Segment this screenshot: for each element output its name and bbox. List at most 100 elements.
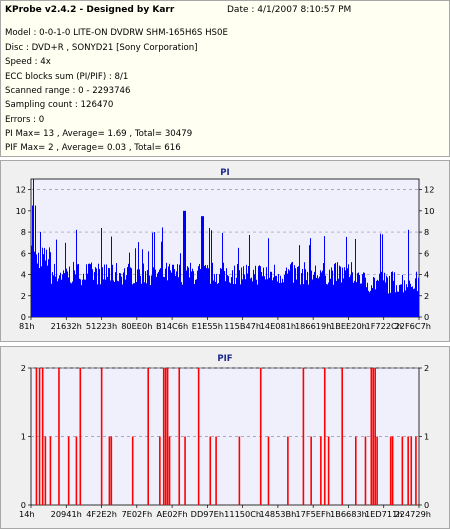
pi-bar — [271, 271, 272, 317]
pi-bar — [172, 264, 173, 317]
pif-chart: PIF 0 0 1 1 2 2 14h 20941h 4F2E2h 7E02Fh AE02Fh DD97… — [19, 354, 431, 519]
pi-bar — [235, 284, 236, 317]
pi-bar — [149, 275, 150, 317]
pi-bar — [35, 205, 36, 317]
pi-bar — [380, 233, 381, 317]
pi-bar — [302, 268, 303, 317]
pi-bar — [182, 284, 183, 317]
pi-bar — [82, 279, 83, 317]
pi-bar — [224, 271, 225, 317]
x-tick-label: 1BEE20h — [330, 321, 367, 331]
pi-bar — [362, 274, 363, 317]
pi-bar — [41, 266, 42, 317]
pi-bar — [378, 280, 379, 317]
y-tick-label-left: 2 — [21, 363, 26, 373]
pi-bar — [107, 276, 108, 317]
pi-bar — [247, 273, 248, 317]
pi-bar — [243, 266, 244, 317]
y-tick-label-right: 2 — [424, 291, 429, 301]
pi-bar — [248, 266, 249, 317]
x-tick-label: 14853Bh — [259, 509, 296, 519]
pi-bar — [146, 283, 147, 317]
pi-bar — [143, 263, 144, 317]
pi-bar — [352, 272, 353, 317]
pif-bar — [49, 436, 52, 505]
pi-bar — [71, 283, 72, 317]
pi-bar — [66, 268, 67, 317]
pi-bar — [359, 275, 360, 317]
y-tick-label-right: 1 — [424, 432, 429, 442]
pi-bar — [177, 264, 178, 317]
pi-bar — [278, 274, 279, 317]
pi-bar — [333, 284, 334, 317]
x-tick-label: 1B6683h — [330, 509, 367, 519]
pi-bar — [122, 284, 123, 317]
pi-bar — [116, 263, 117, 317]
pi-bar — [360, 283, 361, 317]
y-tick-label-right: 0 — [424, 312, 429, 322]
pi-bar — [157, 273, 158, 317]
pi-bar — [350, 275, 351, 317]
pi-bar — [112, 264, 113, 317]
pi-bar — [364, 272, 365, 317]
pi-bar — [367, 282, 368, 317]
pi-bar — [274, 264, 275, 317]
pi-bar — [168, 266, 169, 317]
pi-bar — [288, 269, 289, 317]
pi-bar — [127, 267, 128, 317]
scan-date: Date : 4/1/2007 8:10:57 PM — [227, 5, 352, 15]
pi-bar — [306, 280, 307, 317]
pi-bar — [253, 269, 254, 317]
x-tick-label: B14C6h — [156, 321, 188, 331]
pif-bar — [376, 436, 378, 505]
pi-bar — [144, 282, 145, 317]
pi-bar — [309, 245, 310, 317]
pi-bar — [95, 267, 96, 317]
pi-bar — [379, 273, 380, 317]
x-tick-label: 17F5EFh — [295, 509, 330, 519]
pi-bar — [126, 275, 127, 317]
pi-bar — [300, 284, 301, 317]
pif-bar — [374, 368, 376, 505]
pi-bar — [249, 234, 250, 317]
pi-bar — [279, 283, 280, 317]
pi-bar — [117, 280, 118, 317]
pi-bar — [119, 272, 120, 317]
pi-bar — [203, 216, 204, 317]
pi-bar — [123, 272, 124, 317]
pi-bar — [215, 281, 216, 317]
x-tick-label: 80EE0h — [121, 321, 152, 331]
pi-bar — [44, 247, 45, 317]
pif-bar — [327, 436, 330, 505]
pi-bar — [281, 282, 282, 317]
pi-bar — [171, 272, 172, 317]
pi-bar — [101, 227, 102, 317]
pi-bar — [411, 287, 412, 317]
pi-bar — [272, 280, 273, 317]
pi-bar — [150, 285, 151, 317]
y-tick-label-left: 0 — [21, 500, 26, 510]
x-tick-label: DD97Eh — [191, 509, 224, 519]
pi-bar — [343, 278, 344, 317]
pi-bar — [194, 284, 195, 317]
pi-bar — [255, 265, 256, 317]
pi-bar — [371, 285, 372, 317]
pi-bar — [208, 268, 209, 317]
pi-bar — [111, 236, 112, 317]
pi-bar — [57, 281, 58, 317]
pi-bar — [45, 260, 46, 317]
pi-bar — [103, 279, 104, 317]
pi-bar — [267, 279, 268, 317]
pi-bar — [370, 290, 371, 317]
pi-bar — [265, 279, 266, 317]
pi-bar — [86, 264, 87, 317]
pi-bar — [192, 268, 193, 317]
pi-bar — [257, 284, 258, 317]
pif-bar — [197, 368, 200, 505]
pi-bar — [277, 281, 278, 317]
pi-bar — [191, 271, 192, 317]
pi-bar — [46, 249, 47, 317]
y-tick-label-left: 4 — [21, 270, 26, 280]
x-tick-label: 81h — [19, 321, 35, 331]
pi-bar — [266, 267, 267, 317]
